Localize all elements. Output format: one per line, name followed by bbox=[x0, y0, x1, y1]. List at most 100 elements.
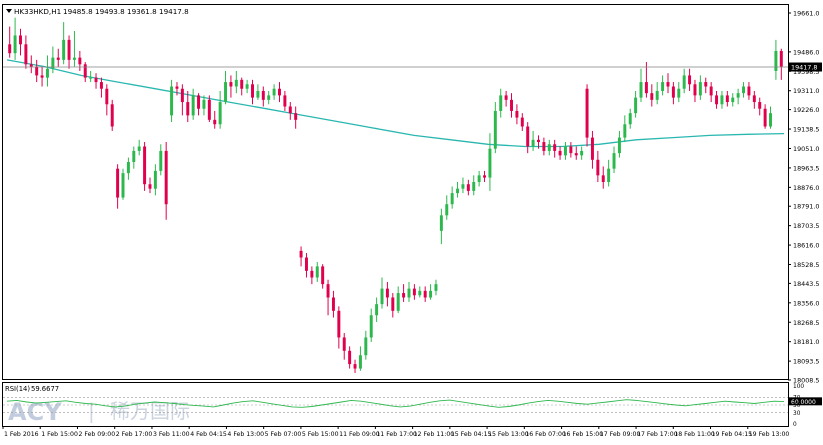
candle-body bbox=[159, 150, 163, 171]
candle-body bbox=[515, 110, 519, 118]
x-tick-label: 17 Feb 09:00 bbox=[600, 431, 641, 438]
y-tick-label: 19138.5 bbox=[793, 126, 819, 134]
y-tick-label: 18876.0 bbox=[793, 184, 819, 192]
price-axis: 19661.0 19486.0 19398.5 19311.0 19226.0 19138… bbox=[788, 10, 819, 385]
candle-body bbox=[278, 88, 281, 96]
x-tick-label: 5 Feb 15:00 bbox=[302, 431, 339, 438]
candle-body bbox=[67, 39, 71, 60]
y-tick-label: 18093.5 bbox=[793, 358, 819, 366]
rsi-panel-frame bbox=[2, 382, 789, 427]
candle-body bbox=[24, 44, 28, 65]
candle-body bbox=[288, 106, 292, 114]
candle-body bbox=[380, 288, 384, 305]
candle-body bbox=[779, 50, 783, 67]
y-tick-label: 19661.0 bbox=[793, 10, 819, 18]
x-tick-label: 16 Feb 15:00 bbox=[563, 431, 604, 438]
candle-body bbox=[553, 144, 557, 151]
x-tick-label: 3 Feb 11:00 bbox=[153, 431, 190, 438]
candle-body bbox=[29, 64, 33, 67]
candle-body bbox=[526, 126, 530, 147]
candle-body bbox=[78, 57, 82, 65]
rsi-line bbox=[6, 399, 785, 408]
candle-body bbox=[461, 184, 465, 189]
candle-body bbox=[364, 337, 368, 356]
candle-body bbox=[186, 102, 190, 116]
candle-body bbox=[493, 110, 497, 149]
candle-body bbox=[8, 44, 12, 54]
candle-body bbox=[229, 82, 233, 87]
candle-body bbox=[758, 102, 762, 109]
candle-body bbox=[348, 350, 352, 365]
candle-body bbox=[650, 93, 654, 100]
candle-body bbox=[234, 79, 238, 87]
x-tick-label: 1 Feb 2016 bbox=[4, 431, 39, 438]
candle-body bbox=[644, 82, 648, 94]
watermark-separator: | bbox=[88, 399, 95, 423]
candle-body bbox=[261, 90, 265, 100]
candle-body bbox=[94, 77, 98, 83]
y-tick-label: 18528.5 bbox=[793, 261, 819, 269]
candle-body bbox=[175, 86, 179, 89]
ohlc-values: 19485.8 19493.8 19361.8 19417.8 bbox=[63, 7, 189, 16]
candle-body bbox=[245, 84, 249, 89]
rsi-value: 59.6677 bbox=[31, 385, 59, 393]
candle-body bbox=[180, 88, 184, 103]
x-tick-label: 12 Feb 11:00 bbox=[414, 431, 455, 438]
rsi-title: RSI(14) bbox=[5, 385, 30, 393]
y-tick-label: 18008.5 bbox=[793, 377, 819, 385]
candle-body bbox=[693, 84, 697, 96]
candle-body bbox=[224, 82, 228, 103]
candle-body bbox=[418, 290, 422, 296]
y-tick-label: 19226.0 bbox=[793, 106, 819, 114]
current-price-tag bbox=[789, 62, 822, 72]
rsi-header: RSI(14) 59.6677 bbox=[5, 385, 59, 393]
dropdown-triangle-icon[interactable] bbox=[6, 9, 12, 13]
candle-body bbox=[310, 270, 314, 278]
candle-body bbox=[639, 82, 643, 98]
candle-body bbox=[488, 148, 492, 178]
candle-body bbox=[412, 288, 416, 296]
candle-body bbox=[213, 119, 217, 125]
x-tick-label: 5 Feb 07:00 bbox=[265, 431, 302, 438]
x-tick-label: 19 Feb 04:15 bbox=[712, 431, 753, 438]
candle-body bbox=[294, 113, 298, 120]
candle-body bbox=[590, 137, 594, 160]
candle-body bbox=[45, 68, 49, 78]
candle-body bbox=[698, 82, 702, 96]
candle-body bbox=[62, 39, 66, 60]
candle-body bbox=[499, 95, 503, 111]
y-tick-label: 18181.0 bbox=[793, 338, 819, 346]
rsi-value-tag-label: 60.0000 bbox=[791, 399, 816, 406]
x-tick-label: 11 Feb 09:00 bbox=[339, 431, 380, 438]
candle-body bbox=[720, 95, 724, 105]
candle-body bbox=[483, 175, 487, 178]
chart-header: HK33HKD,H1 19485.8 19493.8 19361.8 19417… bbox=[6, 7, 189, 16]
price-panel-frame bbox=[2, 4, 789, 380]
candle-body bbox=[623, 124, 627, 138]
candle-body bbox=[596, 159, 600, 176]
y-tick-label: 19398.5 bbox=[793, 68, 819, 76]
candle-body bbox=[256, 90, 260, 98]
candle-body bbox=[563, 146, 567, 156]
y-tick-label: 18791.0 bbox=[793, 203, 819, 211]
candle-body bbox=[358, 355, 362, 369]
candle-body bbox=[164, 150, 168, 205]
candle-body bbox=[153, 170, 157, 189]
candle-body bbox=[612, 153, 616, 169]
candle-body bbox=[137, 146, 141, 151]
x-tick-label: 17 Feb 17:00 bbox=[637, 431, 678, 438]
candle-body bbox=[439, 215, 443, 231]
candle-body bbox=[272, 88, 276, 96]
candle-body bbox=[326, 284, 330, 298]
rsi-axis-label: 30 bbox=[793, 411, 801, 417]
x-tick-label: 19 Feb 13:00 bbox=[749, 431, 790, 438]
candle-body bbox=[671, 86, 675, 98]
candle-body bbox=[105, 88, 109, 105]
candle-body bbox=[51, 57, 55, 69]
candle-body bbox=[375, 304, 379, 316]
candle-body bbox=[661, 82, 665, 91]
candle-body bbox=[558, 150, 562, 156]
candle-body bbox=[504, 95, 508, 100]
